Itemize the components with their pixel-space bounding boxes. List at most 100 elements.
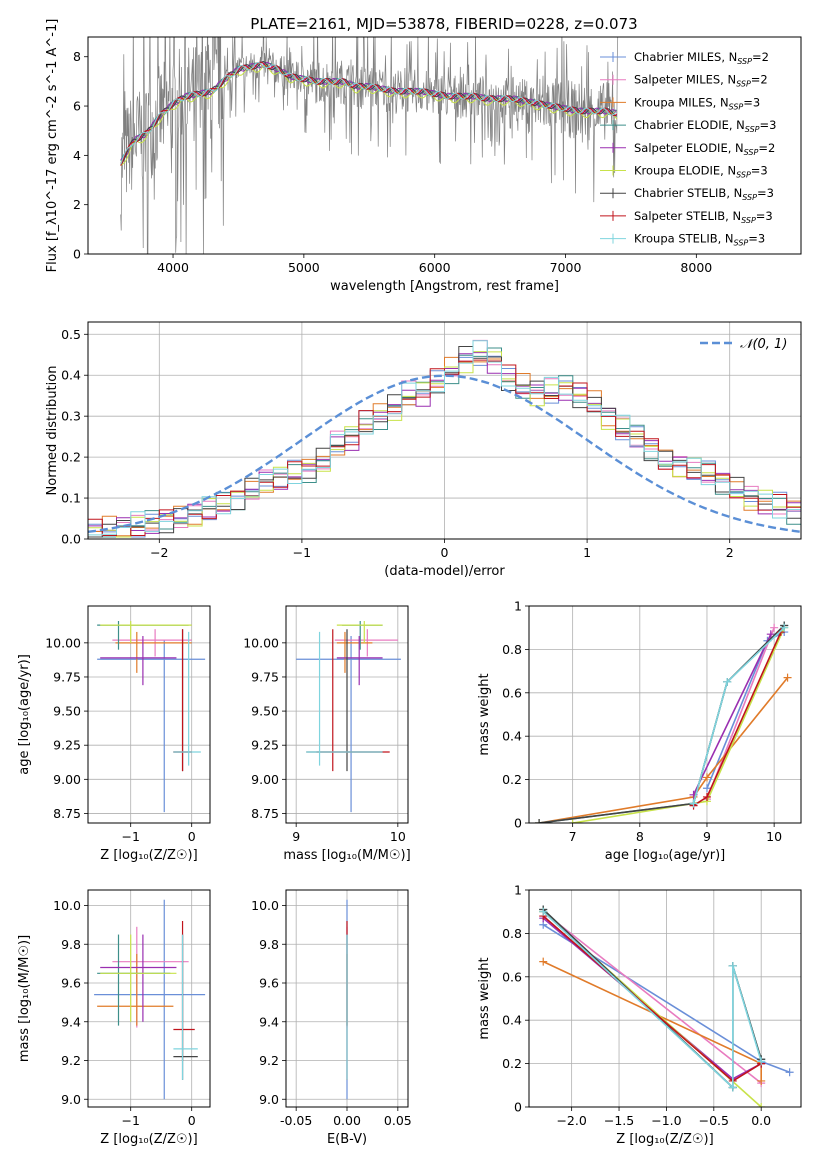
x-tick-label: -0.05 — [280, 1113, 312, 1128]
x-tick-label: 8000 — [680, 260, 712, 275]
y-tick-label: 0.0 — [61, 532, 81, 547]
mass-weight-line — [542, 911, 762, 1084]
plot-area — [120, 37, 619, 254]
y-tick-label: 9.00 — [53, 772, 81, 787]
mass-weight-line — [542, 960, 762, 1081]
legend-label: Chabrier MILES, NSSP=2 — [634, 50, 769, 66]
chart-age_vs_Z: −1 0 8.75 9.00 9.25 9.50 9.75 10.00 Z [log₁₀(Z/Z… — [17, 605, 211, 863]
y-axis-label: mass weight — [477, 957, 492, 1039]
plot-area — [94, 899, 206, 1100]
plot-area — [88, 339, 801, 538]
y-tick-label: 9.25 — [251, 738, 279, 753]
x-axis-label: Z [log₁₀(Z/Z☉)] — [100, 1132, 197, 1147]
legend-label: Kroupa ELODIE, NSSP=3 — [634, 164, 768, 180]
axes-frame — [87, 605, 211, 824]
y-tick-label: 0.2 — [502, 772, 522, 787]
mass-weight-line — [542, 911, 762, 1090]
x-tick-label: 9 — [292, 829, 300, 844]
axes-frame — [87, 889, 211, 1108]
y-tick-label: 8.75 — [53, 806, 81, 821]
y-tick-label: 9.0 — [259, 1092, 279, 1107]
x-axis-label: wavelength [Angstrom, rest frame] — [330, 279, 559, 294]
mass-weight-marker — [689, 799, 698, 808]
mass-weight-marker — [702, 773, 711, 782]
mass-weight-marker — [702, 792, 711, 801]
x-tick-label: −0.5 — [699, 1113, 729, 1128]
mass-weight-marker — [780, 623, 789, 632]
y-tick-label: 10.0 — [251, 898, 279, 913]
y-tick-label: 9.6 — [61, 976, 81, 991]
y-tick-label: 0.8 — [502, 926, 522, 941]
plot-area — [535, 621, 792, 823]
x-tick-label: 7 — [569, 829, 577, 844]
x-tick-label: 6000 — [419, 260, 451, 275]
x-tick-label: −1.0 — [651, 1113, 681, 1128]
mass-weight-marker — [535, 819, 544, 823]
mass-weight-marker — [723, 677, 732, 686]
legend-label: Salpeter ELODIE, NSSP=2 — [634, 141, 775, 157]
x-tick-label: 5000 — [288, 260, 320, 275]
y-axis-label: mass [log₁₀(M/M☉)] — [17, 935, 32, 1062]
y-axis-label: mass weight — [477, 673, 492, 755]
chart-age_vs_mass: 9 10 8.75 9.00 9.25 9.50 9.75 10.00 mass [log₁₀(… — [243, 605, 411, 863]
y-tick-label: 9.00 — [251, 772, 279, 787]
x-axis-label: (data-model)/error — [384, 564, 505, 579]
axes-frame — [285, 605, 409, 824]
plot-area — [97, 621, 206, 813]
mass-weight-marker — [770, 623, 779, 632]
mass-weight-line — [542, 908, 762, 1090]
x-tick-label: 7000 — [550, 260, 582, 275]
mass-weight-line — [538, 624, 785, 823]
legend-label: Kroupa STELIB, NSSP=3 — [634, 232, 765, 248]
y-tick-label: 9.75 — [53, 669, 81, 684]
mass-weight-marker — [766, 630, 775, 639]
x-tick-label: 4000 — [157, 260, 189, 275]
plot-area — [539, 905, 794, 1107]
residual-histogram-step — [88, 351, 801, 538]
x-tick-label: 0 — [188, 1113, 196, 1128]
x-axis-label: Z [log₁₀(Z/Z☉)] — [616, 1132, 713, 1147]
y-tick-label: 9.25 — [53, 738, 81, 753]
x-axis-label: age [log₁₀(age/yr)] — [605, 848, 726, 863]
x-tick-label: 0.00 — [333, 1113, 361, 1128]
legend-label: Salpeter STELIB, NSSP=3 — [634, 209, 773, 225]
y-tick-label: 2 — [73, 197, 81, 212]
residual-histogram-step — [88, 339, 801, 538]
x-axis-label: E(B-V) — [327, 1132, 367, 1147]
y-tick-label: 9.4 — [259, 1014, 279, 1029]
x-tick-label: 1 — [583, 545, 591, 560]
mass-weight-line — [692, 633, 772, 796]
y-tick-label: 10.0 — [53, 898, 81, 913]
axes-frame — [528, 605, 802, 824]
x-tick-label: −1.5 — [604, 1113, 634, 1128]
y-tick-label: 0.2 — [61, 450, 81, 465]
chart-mass_vs_Z: −1 0 9.0 9.2 9.4 9.6 9.8 10.0 Z [log₁₀(Z/Z☉)] mas… — [17, 889, 211, 1147]
y-tick-label: 0.4 — [61, 368, 81, 383]
y-tick-label: 0.4 — [502, 729, 522, 744]
mass-weight-line — [538, 624, 785, 823]
y-tick-label: 9.8 — [61, 937, 81, 952]
x-tick-label: −2.0 — [556, 1113, 586, 1128]
figure-title: PLATE=2161, MJD=53878, FIBERID=0228, z=0… — [250, 15, 637, 33]
y-tick-label: 10.00 — [243, 635, 279, 650]
chart-mass_vs_ebv: -0.05 0.00 0.05 9.0 9.2 9.4 9.6 9.8 10.0 E(B-V) — [251, 889, 412, 1147]
y-tick-label: 0 — [73, 247, 81, 262]
y-tick-label: 0.6 — [502, 969, 522, 984]
residual-histogram-step — [88, 352, 801, 534]
chart-massweight_vs_age: 7 8 9 10 0 0.2 0.4 0.6 0.8 1 age [log₁₀(age/yr)] ma… — [477, 599, 802, 863]
x-tick-label: 8 — [636, 829, 644, 844]
mass-weight-marker — [776, 628, 785, 637]
legend-label: Chabrier ELODIE, NSSP=3 — [634, 118, 776, 134]
x-tick-label: 0.05 — [384, 1113, 412, 1128]
mass-weight-marker — [757, 1076, 766, 1085]
legend-label: Kroupa MILES, NSSP=3 — [634, 95, 760, 111]
model-spectrum-line — [120, 62, 618, 165]
mass-weight-marker — [785, 1068, 794, 1077]
x-tick-label: 0.0 — [751, 1113, 771, 1128]
x-axis-label: Z [log₁₀(Z/Z☉)] — [100, 848, 197, 863]
mass-weight-marker — [539, 957, 548, 966]
y-tick-label: 1 — [514, 599, 522, 614]
y-tick-label: 0.1 — [61, 491, 81, 506]
y-tick-label: 0.8 — [502, 642, 522, 657]
